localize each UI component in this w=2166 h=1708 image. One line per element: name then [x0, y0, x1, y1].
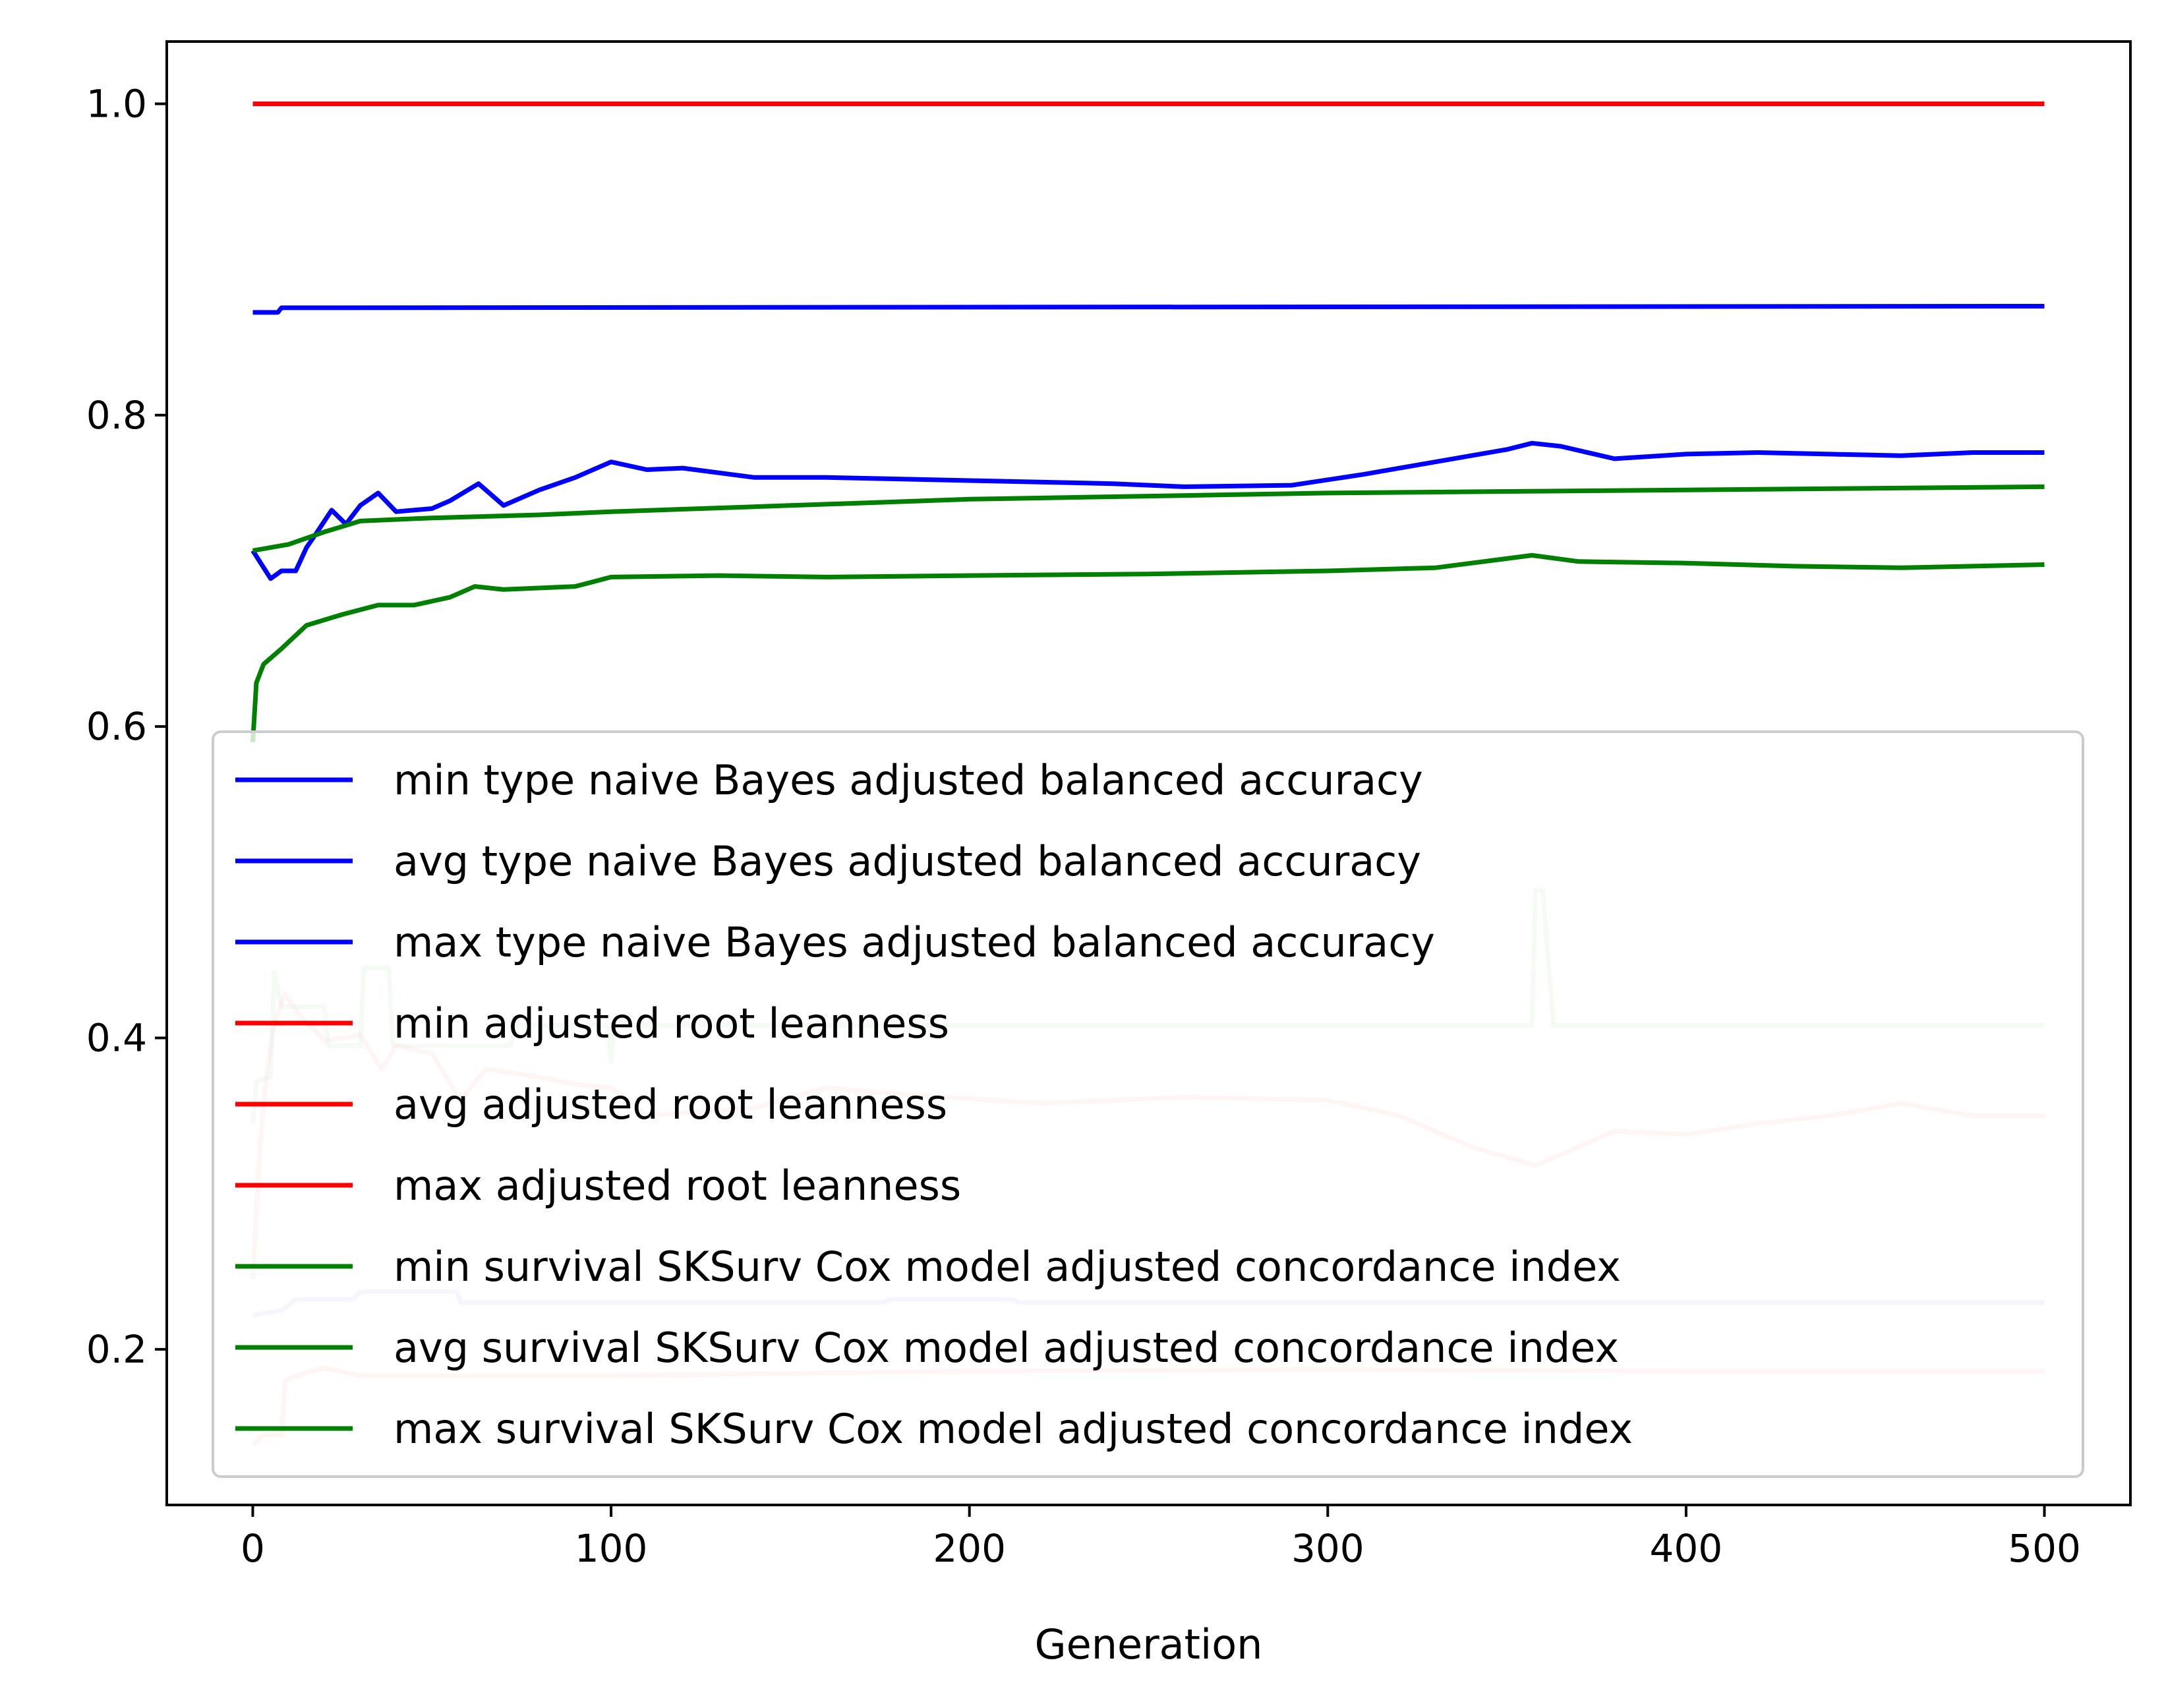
- x-tick-label: 400: [1650, 1526, 1723, 1571]
- y-tick-label: 0.6: [86, 704, 147, 749]
- series-line-2: [250, 440, 2045, 581]
- x-axis-label: Generation: [1035, 1620, 1263, 1668]
- legend-item-label: avg type naive Bayes adjusted balanced a…: [394, 837, 1421, 885]
- series-line-9: [252, 484, 2045, 553]
- y-tick-label: 0.4: [86, 1015, 147, 1060]
- legend-item-label: min type naive Bayes adjusted balanced a…: [394, 756, 1423, 804]
- series-line-3: [252, 304, 2045, 315]
- legend-item-label: avg survival SKSurv Cox model adjusted c…: [394, 1324, 1619, 1372]
- x-tick-label: 0: [241, 1526, 265, 1571]
- legend-item-label: avg adjusted root leanness: [394, 1080, 947, 1129]
- y-tick-label: 1.0: [86, 81, 147, 126]
- y-tick-label: 0.8: [86, 393, 147, 438]
- x-tick-label: 300: [1291, 1526, 1364, 1571]
- x-tick-label: 500: [2008, 1526, 2081, 1571]
- legend-item-label: max adjusted root leanness: [394, 1162, 961, 1210]
- y-tick-label: 0.2: [86, 1327, 147, 1372]
- legend-item-label: min survival SKSurv Cox model adjusted c…: [394, 1243, 1621, 1291]
- plot-area: 0 100 200 300 400 500 0.2 0.4 0.6 0.8 1.0: [86, 40, 2132, 1571]
- axes-frame: [165, 40, 2132, 1506]
- legend-item-label: min adjusted root leanness: [394, 999, 949, 1047]
- legend-box: [212, 730, 2084, 1478]
- legend-item-label: max type naive Bayes adjusted balanced a…: [394, 918, 1435, 966]
- series-line-8: [250, 552, 2045, 743]
- x-tick-label: 100: [575, 1526, 648, 1571]
- legend-item-label: max survival SKSurv Cox model adjusted c…: [394, 1405, 1633, 1453]
- legend: min type naive Bayes adjusted balanced a…: [212, 730, 2084, 1478]
- x-tick-label: 200: [933, 1526, 1006, 1571]
